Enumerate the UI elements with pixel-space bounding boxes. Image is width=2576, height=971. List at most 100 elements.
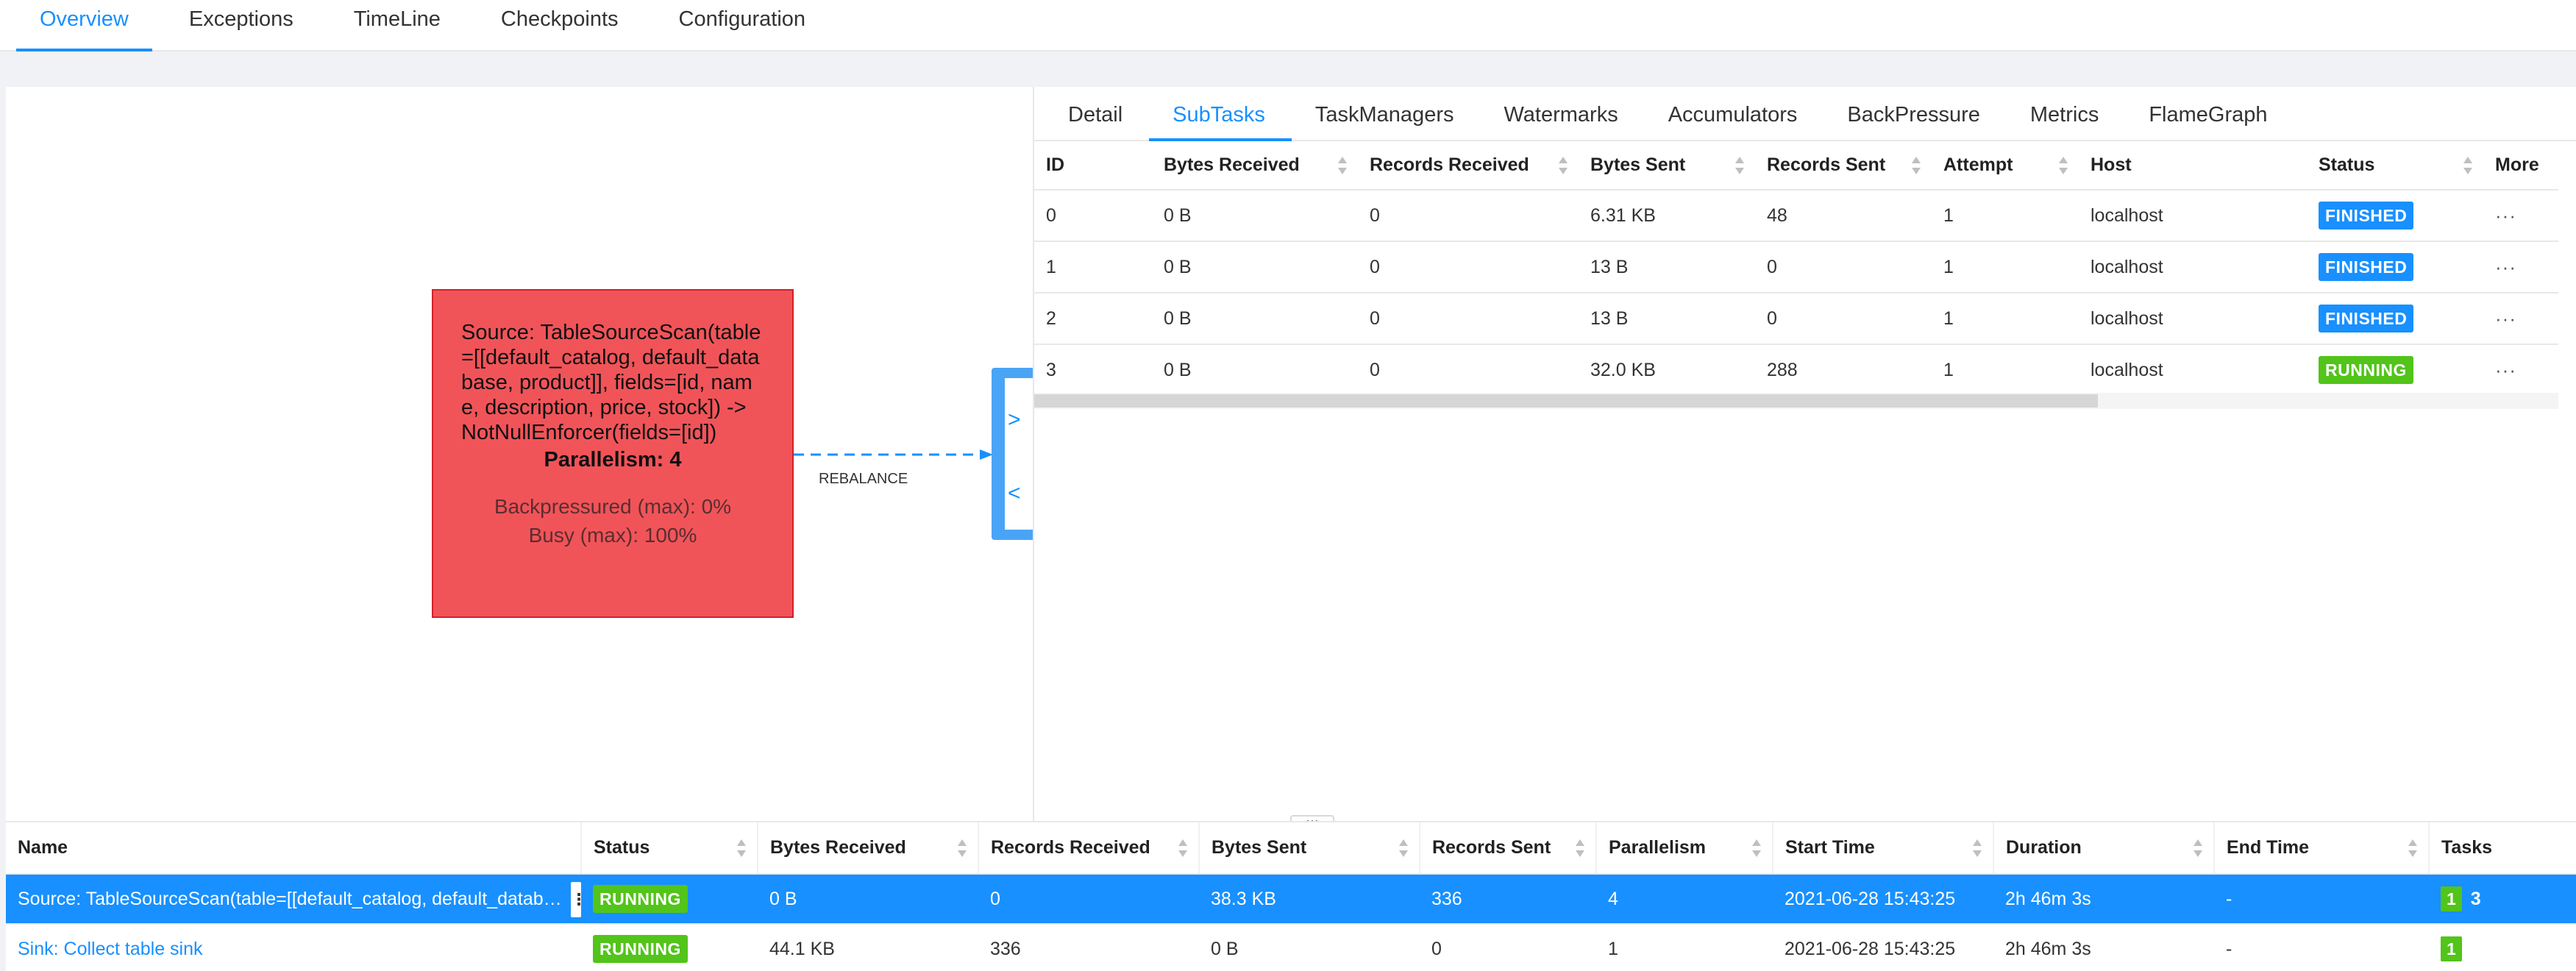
chevron-right-icon[interactable]: > [1008, 408, 1021, 432]
sort-icon[interactable] [957, 839, 967, 858]
more-icon[interactable]: ··· [2495, 307, 2516, 330]
col-records-received[interactable]: Records Received [1358, 141, 1579, 191]
sort-icon[interactable] [1734, 156, 1745, 175]
sort-icon[interactable] [2193, 839, 2203, 858]
status-badge: FINISHED [2319, 305, 2414, 332]
column-resize-icon[interactable]: ⋮ [571, 882, 581, 917]
cell-name[interactable]: Sink: Collect table sink [6, 924, 581, 971]
tab-exceptions[interactable]: Exceptions [188, 7, 293, 31]
cell-records-sent: 0 [1420, 924, 1596, 971]
sort-icon[interactable] [1178, 839, 1188, 858]
more-icon[interactable]: ··· [2495, 358, 2516, 381]
more-icon[interactable]: ··· [2495, 255, 2516, 278]
tab-backpressure[interactable]: BackPressure [1847, 103, 1980, 127]
chevron-left-icon[interactable]: < [1008, 481, 1021, 505]
sort-icon[interactable] [1558, 156, 1568, 175]
col-more-label: More [2495, 154, 2539, 175]
cell-tasks: 1 [2429, 924, 2576, 971]
table-row[interactable]: 3 0 B 0 32.0 KB 288 1 localhost RUNNING … [1034, 344, 2558, 396]
cell-records-sent: 48 [1755, 190, 1932, 242]
sort-icon[interactable] [2058, 156, 2068, 175]
col-records-received-label: Records Received [1370, 154, 1529, 175]
col-host: Host [2079, 141, 2307, 191]
detail-tabs: Detail SubTasks TaskManagers Watermarks … [1034, 87, 2576, 141]
col-bytes-received[interactable]: Bytes Received [757, 822, 978, 875]
cell-status: RUNNING [2307, 344, 2483, 396]
graph-node-source[interactable]: Source: TableSourceScan(table=[[default_… [432, 289, 794, 618]
col-status[interactable]: Status [2307, 141, 2483, 191]
scrollbar-thumb[interactable] [1034, 394, 2098, 408]
sink-node-partial[interactable]: > < [992, 368, 1033, 540]
table-row[interactable]: 2 0 B 0 13 B 0 1 localhost FINISHED ··· [1034, 293, 2558, 345]
col-attempt[interactable]: Attempt [1932, 141, 2079, 191]
col-start-time[interactable]: Start Time [1772, 822, 1993, 875]
vertex-name-link[interactable]: Sink: Collect table sink [18, 938, 203, 959]
cell-more: ··· [2483, 241, 2558, 294]
col-bytes-sent-label: Bytes Sent [1590, 154, 1686, 175]
subtasks-table: ID Bytes Received Records Received Bytes… [1034, 141, 2558, 396]
cell-end-time: - [2214, 924, 2429, 971]
sort-icon[interactable] [2463, 156, 2473, 175]
tasks-finished-count: 3 [2470, 888, 2481, 909]
table-row[interactable]: 0 0 B 0 6.31 KB 48 1 localhost FINISHED … [1034, 190, 2558, 242]
tab-configuration[interactable]: Configuration [678, 7, 806, 31]
sort-icon[interactable] [2408, 839, 2418, 858]
cell-attempt: 1 [1932, 190, 2079, 242]
sort-icon[interactable] [1751, 839, 1762, 858]
col-records-received-label: Records Received [991, 837, 1150, 858]
cell-bytes-received: 44.1 KB [758, 924, 978, 971]
horizontal-scrollbar[interactable] [1034, 393, 2558, 409]
tab-watermarks[interactable]: Watermarks [1504, 103, 1618, 127]
col-tasks: Tasks [2428, 822, 2576, 875]
cell-records-received: 0 [1358, 344, 1579, 396]
col-bytes-received[interactable]: Bytes Received [1152, 141, 1358, 191]
col-end-time[interactable]: End Time [2213, 822, 2429, 875]
col-records-received[interactable]: Records Received [978, 822, 1199, 875]
col-start-time-label: Start Time [1785, 837, 1875, 858]
col-bytes-sent[interactable]: Bytes Sent [1198, 822, 1420, 875]
sort-icon[interactable] [1398, 839, 1409, 858]
col-bytes-received-label: Bytes Received [1164, 154, 1300, 175]
col-records-sent[interactable]: Records Sent [1419, 822, 1596, 875]
col-records-sent[interactable]: Records Sent [1755, 141, 1932, 191]
more-icon[interactable]: ··· [2495, 204, 2516, 227]
tab-detail[interactable]: Detail [1068, 103, 1123, 127]
sort-icon[interactable] [1972, 839, 1982, 858]
col-duration[interactable]: Duration [1993, 822, 2214, 875]
col-parallelism[interactable]: Parallelism [1595, 822, 1773, 875]
cell-host: localhost [2079, 293, 2307, 345]
tab-subtasks[interactable]: SubTasks [1149, 87, 1292, 141]
cell-start-time: 2021-06-28 15:43:25 [1773, 924, 1993, 971]
job-graph[interactable]: REBALANCE Source: TableSourceScan(table=… [6, 87, 1033, 821]
sink-node-inner: > < [1005, 378, 1033, 530]
col-status-label: Status [2319, 154, 2375, 175]
edge-arrow-head [980, 449, 993, 460]
tab-checkpoints[interactable]: Checkpoints [500, 7, 619, 31]
tab-accumulators[interactable]: Accumulators [1668, 103, 1798, 127]
status-badge: FINISHED [2319, 202, 2414, 230]
col-duration-label: Duration [2006, 837, 2082, 858]
sort-icon[interactable] [1575, 839, 1585, 858]
tab-timeline[interactable]: TimeLine [353, 7, 441, 31]
col-status-label: Status [594, 837, 650, 858]
node-busy: Busy (max): 100% [528, 524, 697, 547]
col-records-sent-label: Records Sent [1432, 837, 1551, 858]
vertex-row-selected[interactable]: Source: TableSourceScan(table=[[default_… [6, 874, 2576, 925]
table-row[interactable]: 1 0 B 0 13 B 0 1 localhost FINISHED ··· [1034, 241, 2558, 294]
cell-name[interactable]: Source: TableSourceScan(table=[[default_… [6, 874, 581, 925]
cell-records-received: 0 [1358, 190, 1579, 242]
vertex-header-row: Name Status Bytes Received Records Recei… [6, 822, 2576, 875]
tab-overview[interactable]: Overview [16, 0, 152, 51]
vertex-row[interactable]: Sink: Collect table sink RUNNING 44.1 KB… [6, 924, 2576, 971]
tab-taskmanagers[interactable]: TaskManagers [1314, 103, 1454, 127]
tab-metrics[interactable]: Metrics [2029, 103, 2099, 127]
cell-tasks: 1 3 [2429, 874, 2576, 925]
sort-icon[interactable] [736, 839, 747, 858]
tab-flamegraph[interactable]: FlameGraph [2149, 103, 2268, 127]
col-status[interactable]: Status [580, 822, 758, 875]
sort-icon[interactable] [1337, 156, 1348, 175]
sort-icon[interactable] [1911, 156, 1921, 175]
vertex-detail-panel: Detail SubTasks TaskManagers Watermarks … [1033, 87, 2576, 821]
vertex-name-link[interactable]: Source: TableSourceScan(table=[[default_… [18, 888, 581, 909]
col-bytes-sent[interactable]: Bytes Sent [1579, 141, 1755, 191]
